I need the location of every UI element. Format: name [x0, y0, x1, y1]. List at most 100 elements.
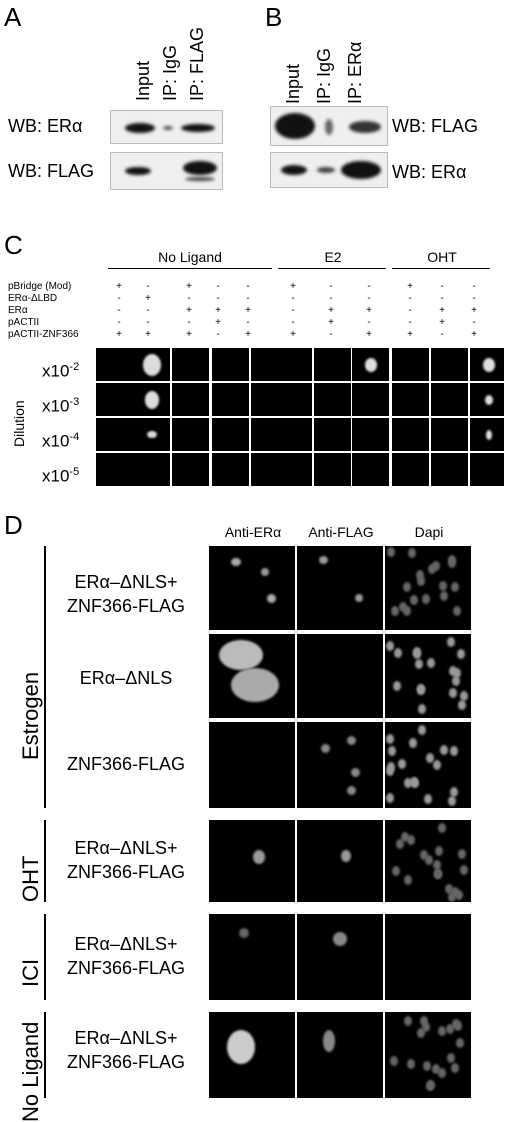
- cell-signal: [386, 734, 394, 744]
- matrix-mark: -: [329, 293, 333, 304]
- row-label-6: ERα–ΔNLS+ ZNF366-FLAG: [66, 1028, 186, 1073]
- cell-signal: [426, 1081, 434, 1091]
- column-header-dapi: Dapi: [414, 524, 444, 540]
- cell-signal: [392, 866, 400, 876]
- micrograph: [209, 546, 295, 630]
- group-underline-e2: [278, 268, 386, 269]
- cell-signal: [408, 548, 416, 558]
- matrix-mark: -: [440, 329, 444, 340]
- colony: [142, 353, 161, 376]
- cell-signal: [458, 700, 466, 710]
- spot-cell: [352, 418, 389, 451]
- cell-signal: [404, 1016, 412, 1026]
- spot-cell: [470, 418, 504, 451]
- matrix-mark: +: [328, 317, 334, 328]
- matrix-mark: +: [245, 329, 251, 340]
- cell-signal: [432, 1064, 440, 1074]
- dilution-label-2: x10-3: [42, 396, 80, 416]
- spot-cell: [470, 348, 504, 381]
- spot-cell: [275, 453, 312, 486]
- group-header-no-ligand: No Ligand: [158, 249, 222, 265]
- group-underline-no-ligand: [108, 268, 272, 269]
- lane-label-input-b: Input: [283, 63, 303, 104]
- cell-signal: [453, 668, 461, 678]
- cell-signal: [219, 640, 263, 670]
- micrograph: [385, 634, 471, 718]
- construct-label-pactii-znf366: pACTII-ZNF366: [8, 329, 79, 340]
- cell-signal: [438, 1026, 446, 1036]
- cell-signal: [460, 691, 468, 701]
- spot-cell: [392, 383, 429, 416]
- cell-signal: [410, 777, 418, 787]
- cell-signal: [415, 659, 423, 669]
- colony: [364, 357, 377, 372]
- matrix-mark: -: [367, 293, 371, 304]
- matrix-mark: +: [290, 329, 296, 340]
- cell-signal: [433, 760, 441, 770]
- matrix-mark: -: [291, 293, 295, 304]
- cell-signal: [438, 1068, 446, 1078]
- matrix-mark: +: [116, 329, 122, 340]
- spot-cell: [133, 348, 170, 381]
- matrix-mark: -: [216, 281, 220, 292]
- cell-signal: [386, 641, 394, 651]
- group-header-e2: E2: [324, 249, 342, 265]
- matrix-mark: -: [187, 317, 191, 328]
- lane-label-igg-a: IP: IgG: [160, 44, 180, 101]
- cell-signal: [449, 666, 457, 676]
- cell-signal: [227, 1030, 255, 1064]
- cell-signal: [451, 1063, 459, 1073]
- matrix-mark: +: [471, 329, 477, 340]
- column-header-anti-era: Anti-ERα: [224, 524, 282, 540]
- matrix-mark: -: [291, 305, 295, 316]
- cell-signal: [423, 1061, 431, 1071]
- cell-signal: [410, 595, 418, 605]
- cell-signal: [403, 606, 411, 616]
- lane-label-igg-b: IP: IgG: [314, 47, 334, 104]
- micrograph: [209, 1012, 295, 1098]
- wb-row-label-flag-a: WB: FLAG: [8, 161, 95, 181]
- cell-signal: [388, 746, 396, 756]
- micrograph: [385, 820, 471, 902]
- cell-signal: [451, 887, 459, 897]
- cell-signal: [417, 685, 425, 695]
- cell-signal: [267, 594, 276, 603]
- spot-cell: [133, 418, 170, 451]
- matrix-mark: -: [246, 317, 250, 328]
- matrix-mark: +: [328, 305, 334, 316]
- blot-a-flag: [110, 152, 223, 190]
- matrix-mark: +: [439, 317, 445, 328]
- group-underline-oht: [392, 268, 490, 269]
- cell-signal: [347, 736, 356, 745]
- cell-signal: [416, 570, 424, 580]
- cell-signal: [456, 1038, 464, 1048]
- matrix-mark: +: [290, 281, 296, 292]
- micrograph: [385, 546, 471, 630]
- cell-signal: [386, 793, 394, 803]
- colony: [484, 394, 493, 405]
- matrix-mark: +: [366, 305, 372, 316]
- matrix-mark: -: [440, 293, 444, 304]
- matrix-mark: -: [408, 305, 412, 316]
- cell-signal: [455, 890, 463, 900]
- matrix-mark: +: [215, 305, 221, 316]
- spot-cell: [212, 453, 249, 486]
- cell-signal: [448, 796, 456, 806]
- cell-signal: [323, 1030, 335, 1052]
- matrix-mark: +: [186, 281, 192, 292]
- cell-signal: [417, 1028, 425, 1038]
- matrix-mark: +: [407, 329, 413, 340]
- cell-signal: [261, 568, 269, 576]
- row-label-1: ERα–ΔNLS+ ZNF366-FLAG: [66, 572, 186, 617]
- cell-signal: [404, 778, 412, 788]
- bracket-no-ligand: [44, 1012, 46, 1098]
- panel-a-label: A: [4, 2, 22, 32]
- spot-cell: [431, 453, 468, 486]
- condition-label-estrogen: Estrogen: [18, 671, 43, 760]
- cell-signal: [454, 1021, 462, 1031]
- micrograph: [209, 914, 295, 1000]
- cell-signal: [447, 637, 455, 647]
- spot-cell: [314, 348, 351, 381]
- blot-b-flag: [270, 106, 388, 146]
- row-label-3: ZNF366-FLAG: [66, 754, 186, 774]
